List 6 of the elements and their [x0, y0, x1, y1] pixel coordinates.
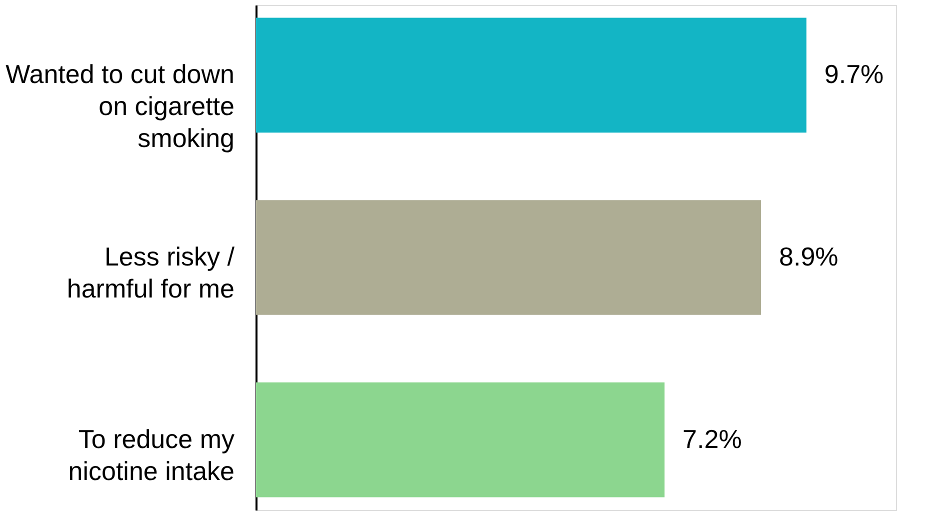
data-label: 8.9%	[779, 242, 838, 272]
data-label: 9.7%	[824, 59, 884, 90]
y-tick-label: To reduce my nicotine intake	[68, 424, 234, 486]
y-tick-label: Wanted to cut down on cigarette smoking	[6, 59, 234, 154]
data-label: 7.2%	[682, 424, 742, 454]
y-tick-label: Less risky / harmful for me	[66, 242, 236, 304]
